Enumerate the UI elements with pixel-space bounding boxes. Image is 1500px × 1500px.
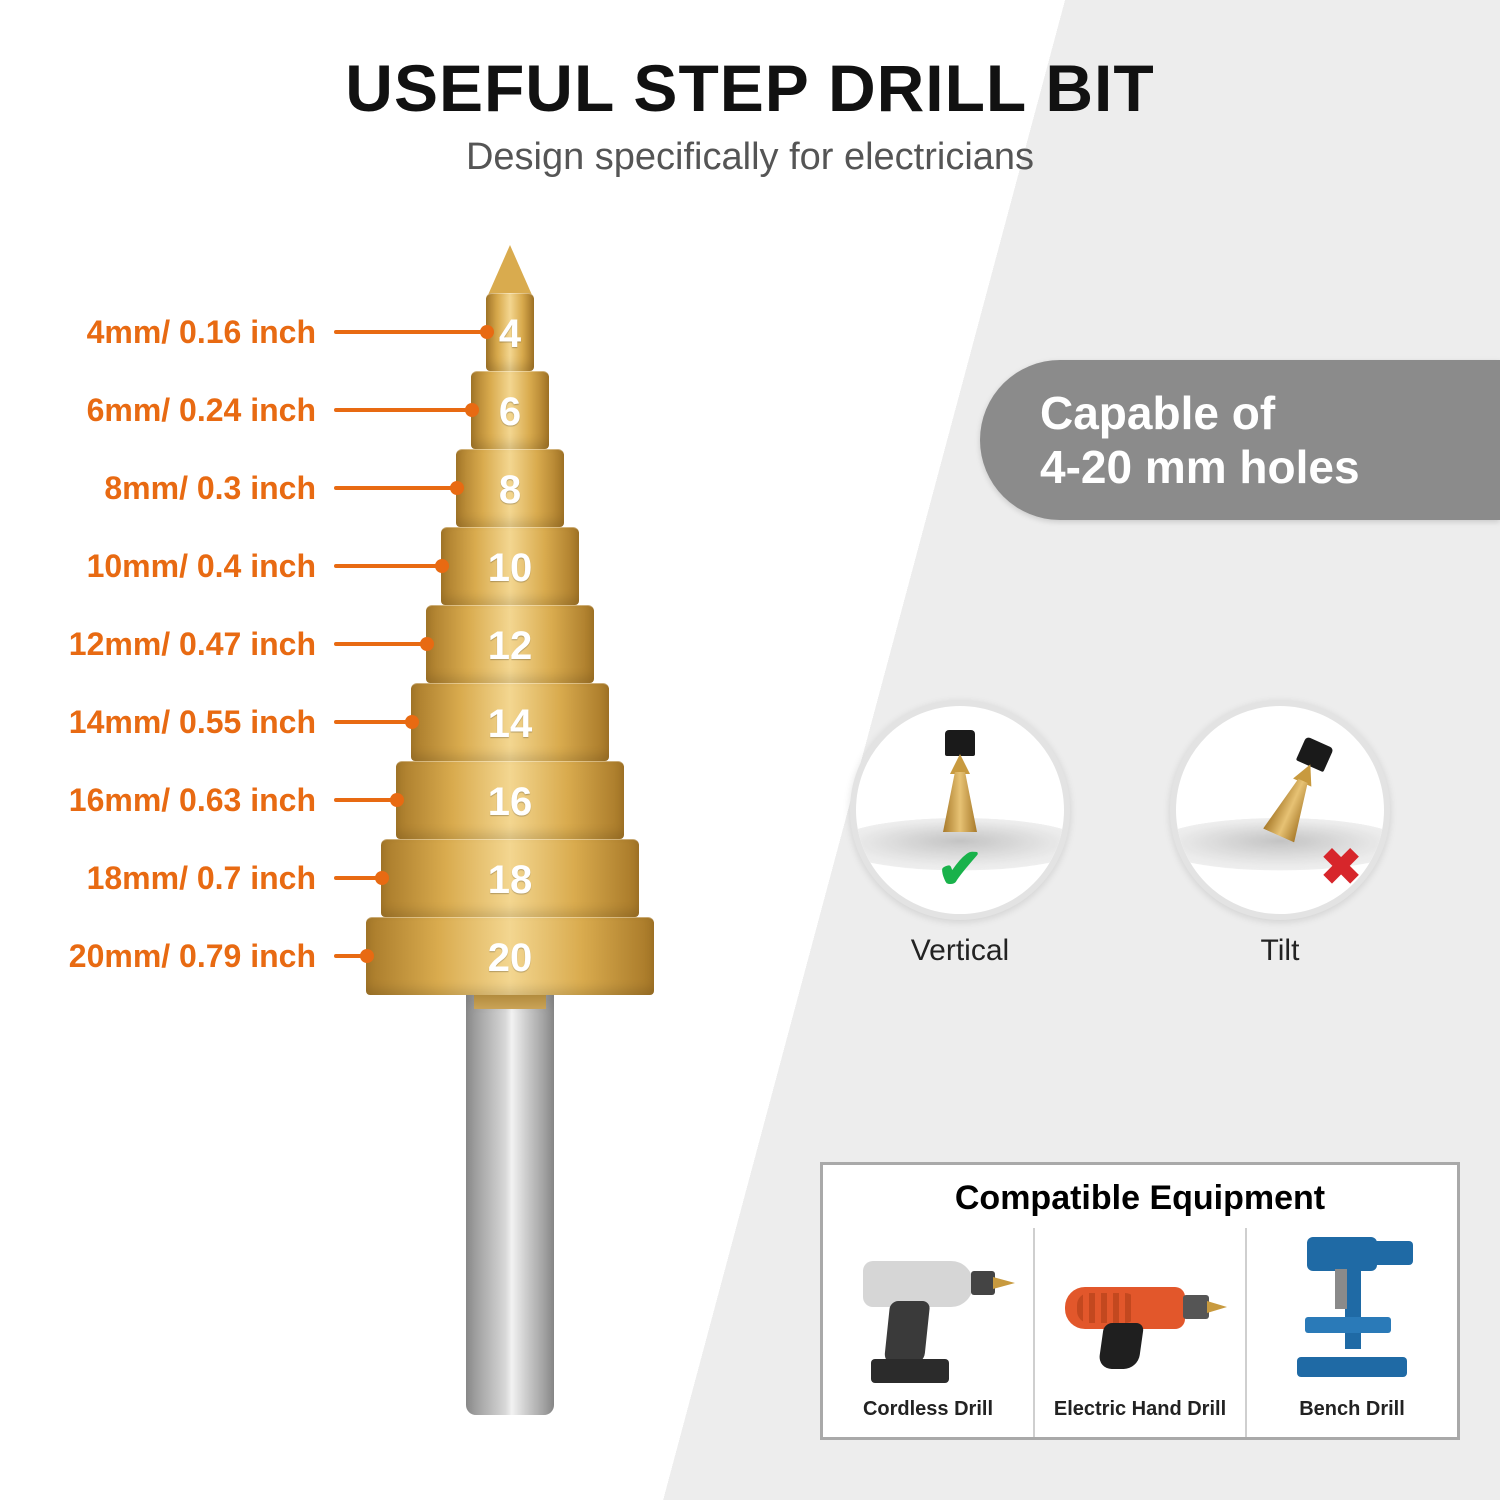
drill-step-number: 6 bbox=[499, 390, 521, 435]
leader-line bbox=[334, 330, 484, 334]
size-label: 8mm/ 0.3 inch bbox=[30, 470, 330, 507]
leader-line bbox=[334, 642, 424, 646]
size-label: 6mm/ 0.24 inch bbox=[30, 392, 330, 429]
size-row: 18mm/ 0.7 inch bbox=[30, 861, 379, 895]
leader-line bbox=[334, 720, 409, 724]
size-label: 10mm/ 0.4 inch bbox=[30, 548, 330, 585]
compatible-equipment-title: Compatible Equipment bbox=[823, 1165, 1457, 1228]
compat-label: Cordless Drill bbox=[863, 1398, 993, 1421]
drill-step-number: 4 bbox=[499, 312, 521, 357]
drill-step-number: 10 bbox=[488, 546, 533, 591]
leader-line bbox=[334, 408, 469, 412]
compat-item: Electric Hand Drill bbox=[1033, 1228, 1245, 1437]
leader-line bbox=[334, 564, 439, 568]
drill-step-number: 16 bbox=[488, 780, 533, 825]
drill-step-number: 12 bbox=[488, 624, 533, 669]
drill-step-number: 8 bbox=[499, 468, 521, 513]
compatible-equipment-panel: Compatible Equipment Cordless Drill Elec… bbox=[820, 1162, 1460, 1440]
capability-badge: Capable of 4-20 mm holes bbox=[980, 360, 1500, 520]
size-row: 8mm/ 0.3 inch bbox=[30, 471, 454, 505]
leader-line bbox=[334, 876, 379, 880]
size-label: 4mm/ 0.16 inch bbox=[30, 314, 330, 351]
electric-hand-drill-icon bbox=[1055, 1253, 1225, 1373]
size-row: 14mm/ 0.55 inch bbox=[30, 705, 409, 739]
usage-correct: ✔ Vertical bbox=[850, 700, 1070, 968]
page-title: USEFUL STEP DRILL BIT bbox=[0, 50, 1500, 126]
size-row: 20mm/ 0.79 inch bbox=[30, 939, 364, 973]
compat-label: Electric Hand Drill bbox=[1054, 1398, 1226, 1421]
leader-line bbox=[334, 954, 364, 958]
check-icon: ✔ bbox=[937, 836, 984, 902]
bench-drill-icon bbox=[1277, 1233, 1427, 1393]
usage-wrong-label: Tilt bbox=[1261, 934, 1300, 968]
compat-label: Bench Drill bbox=[1299, 1398, 1405, 1421]
header: USEFUL STEP DRILL BIT Design specificall… bbox=[0, 50, 1500, 179]
usage-correct-label: Vertical bbox=[911, 934, 1009, 968]
usage-wrong-circle: ✖ bbox=[1170, 700, 1390, 920]
usage-wrong: ✖ Tilt bbox=[1170, 700, 1390, 968]
page-subtitle: Design specifically for electricians bbox=[0, 136, 1500, 179]
drill-shank bbox=[466, 995, 554, 1415]
size-row: 4mm/ 0.16 inch bbox=[30, 315, 484, 349]
drill-step-number: 18 bbox=[488, 858, 533, 903]
cross-icon: ✖ bbox=[1320, 838, 1362, 896]
size-label: 20mm/ 0.79 inch bbox=[30, 938, 330, 975]
size-row: 12mm/ 0.47 inch bbox=[30, 627, 424, 661]
compat-item: Cordless Drill bbox=[823, 1228, 1033, 1437]
leader-line bbox=[334, 798, 394, 802]
size-row: 10mm/ 0.4 inch bbox=[30, 549, 439, 583]
capability-line1: Capable of bbox=[1040, 386, 1500, 440]
size-label: 16mm/ 0.63 inch bbox=[30, 782, 330, 819]
size-label: 12mm/ 0.47 inch bbox=[30, 626, 330, 663]
leader-line bbox=[334, 486, 454, 490]
size-row: 6mm/ 0.24 inch bbox=[30, 393, 469, 427]
capability-line2: 4-20 mm holes bbox=[1040, 440, 1500, 494]
size-row: 16mm/ 0.63 inch bbox=[30, 783, 394, 817]
usage-correct-circle: ✔ bbox=[850, 700, 1070, 920]
size-label: 14mm/ 0.55 inch bbox=[30, 704, 330, 741]
cordless-drill-icon bbox=[853, 1243, 1003, 1383]
drill-step-number: 14 bbox=[488, 702, 533, 747]
size-label: 18mm/ 0.7 inch bbox=[30, 860, 330, 897]
drill-step-number: 20 bbox=[488, 936, 533, 981]
compat-item: Bench Drill bbox=[1245, 1228, 1457, 1437]
